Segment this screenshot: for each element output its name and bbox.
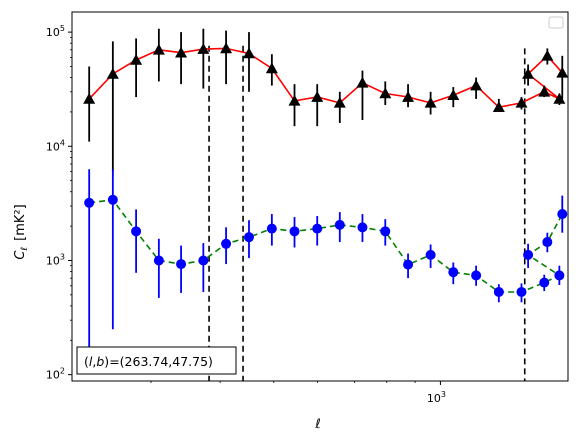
series-0-point [106,67,119,79]
series-0-point [220,42,233,54]
series-0-point [379,87,392,99]
series-1-point [153,255,164,266]
series-0-point [541,49,554,61]
series-1-point [542,237,553,248]
series-0-point [538,85,551,97]
series-0-point [311,91,324,102]
series-0-point [242,47,255,59]
series-0-point [130,53,143,65]
series-0-point [515,96,528,108]
series-1-point [357,222,368,233]
series-0-point [152,43,165,55]
series-1-point [539,277,550,288]
series-0-point [556,66,569,78]
series-0-point [522,67,535,79]
series-1-point [107,194,118,205]
y-tick-label: 104 [46,138,65,153]
series-1-point [471,270,482,281]
series-1-point [221,238,232,249]
series-1-point [523,249,534,260]
axis-ticks: 102 103 104 105 103 [46,24,446,405]
axes-frame [71,11,569,382]
series-0-point [492,101,505,112]
series-0-point [83,92,96,104]
series-1-point [176,259,187,270]
series-1-point [493,286,504,297]
plot-area [83,28,569,381]
series-1-point [425,249,436,260]
y-axis-label: Cℓ[mK²] [13,204,30,259]
y-tick-label: 105 [46,24,65,39]
series-0-point [553,92,566,104]
series-1-point [289,226,300,237]
series-0-point [333,96,346,108]
series-0-point [265,62,278,74]
x-tick-label: 103 [427,390,446,405]
series-1-point [554,270,565,281]
y-tick-label: 103 [46,252,65,267]
series-0-line [88,47,563,109]
annotation-box: (l,b)=(263.74,47.75) [76,346,237,375]
series-0-point [470,79,483,91]
series-0-point [402,91,415,102]
series-1-point [266,223,277,234]
legend-box [548,16,564,29]
series-1-point [403,259,414,270]
x-axis-label: ℓ [314,417,320,432]
series-0-point [197,43,210,54]
series-1-point [334,219,345,230]
series-1-point [557,209,568,220]
series-0-point [356,76,369,88]
series-0-point [447,89,460,101]
y-tick-label: 102 [46,367,65,382]
series-0-point [175,46,188,58]
series-0-point [288,94,301,106]
annotation-text: (l,b)=(263.74,47.75) [84,354,213,369]
series-1-point [198,255,209,266]
series-1-point [131,226,142,237]
series-1-line [89,198,564,293]
series-1-point [312,223,323,234]
series-0-point [424,96,437,108]
series-1-point [243,232,254,243]
series-1-point [448,267,459,278]
series-1-point [516,286,527,297]
series-1-point [380,226,391,237]
series-1-point [84,197,95,208]
